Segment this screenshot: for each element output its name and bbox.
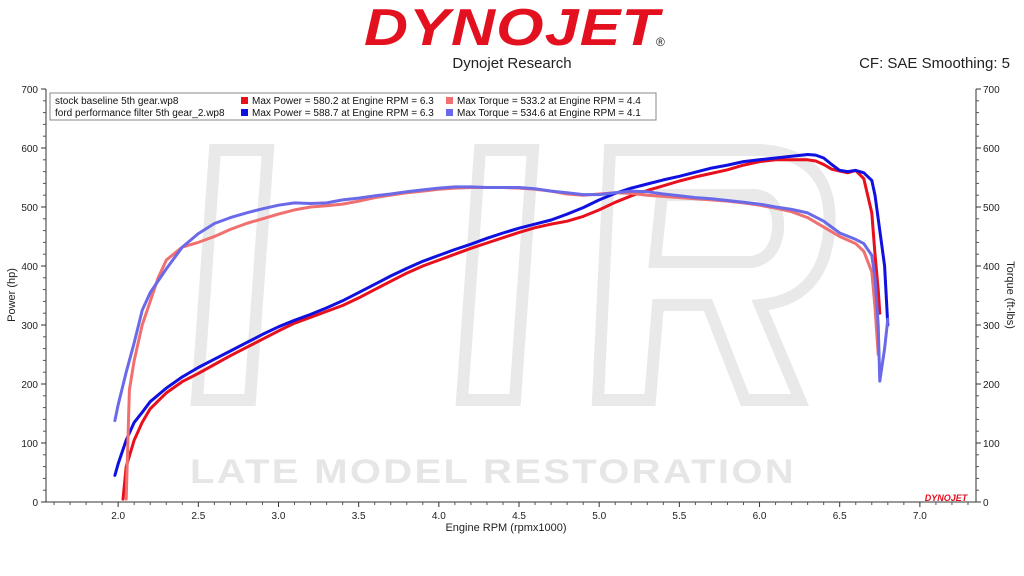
dynojet-logo-text: DYNOJET	[364, 0, 664, 50]
legend-max-power-stock: Max Power = 580.2 at Engine RPM = 6.3	[252, 96, 434, 107]
legend-max-torque-filter: Max Torque = 534.6 at Engine RPM = 4.1	[457, 108, 641, 119]
series-layer	[113, 153, 890, 501]
y-left-tick-label: 100	[21, 439, 38, 450]
legend-max-torque-stock: Max Torque = 533.2 at Engine RPM = 4.4	[457, 96, 641, 107]
series-line-power-0	[121, 158, 882, 501]
x-tick-label: 7.0	[913, 511, 927, 522]
x-axis-label: Engine RPM (rpmx1000)	[445, 522, 566, 534]
y-left-tick-label: 300	[21, 321, 38, 332]
x-tick-label: 4.5	[512, 511, 526, 522]
x-tick-label: 6.5	[833, 511, 847, 522]
subtitle: Dynojet Research	[452, 55, 572, 72]
x-tick-label: 4.0	[432, 511, 446, 522]
y-right-tick-label: 500	[983, 203, 1000, 214]
watermark-text: LATE MODEL RESTORATION	[190, 453, 796, 491]
y-left-tick-label: 200	[21, 380, 38, 391]
legend: stock baseline 5th gear.wp8 Max Power = …	[49, 92, 657, 121]
x-axis-minor-ticks	[53, 502, 969, 505]
legend-file-stock: stock baseline 5th gear.wp8	[55, 96, 179, 107]
x-tick-label: 2.0	[111, 511, 125, 522]
y-right-tick-label: 0	[983, 498, 989, 509]
dynojet-logo: DYNOJET ®	[364, 0, 665, 50]
x-tick-label: 5.0	[592, 511, 606, 522]
x-tick-label: 2.5	[191, 511, 205, 522]
y-right-tick-label: 700	[983, 85, 1000, 96]
x-tick-label: 3.5	[352, 511, 366, 522]
y-right-tick-label: 600	[983, 144, 1000, 155]
legend-box	[49, 92, 657, 121]
y-axis-left-label: Power (hp)	[6, 268, 18, 322]
x-tick-label: 3.0	[272, 511, 286, 522]
y-left-tick-label: 500	[21, 203, 38, 214]
x-tick-label: 5.5	[672, 511, 686, 522]
y-right-tick-label: 200	[983, 380, 1000, 391]
y-left-tick-label: 700	[21, 85, 38, 96]
legend-swatch-stock-power	[241, 97, 248, 104]
dynojet-mini-logo: DYNOJET	[925, 493, 969, 503]
legend-swatch-filter-torque	[446, 109, 453, 116]
legend-swatch-stock-torque	[446, 97, 453, 104]
y-axis-left-ticks: 0 100 200 300 400 500 600 700	[21, 85, 46, 509]
y-left-tick-label: 400	[21, 262, 38, 273]
y-right-tick-label: 300	[983, 321, 1000, 332]
watermark: LATE MODEL RESTORATION	[190, 144, 836, 491]
legend-swatch-filter-power	[241, 109, 248, 116]
y-left-tick-label: 0	[32, 498, 38, 509]
y-right-tick-label: 400	[983, 262, 1000, 273]
series-line-torque-3	[113, 185, 890, 423]
series-line-power-1	[113, 153, 890, 477]
y-axis-right-label: Torque (ft-lbs)	[1004, 261, 1016, 329]
registered-mark: ®	[656, 35, 665, 49]
y-left-tick-label: 600	[21, 144, 38, 155]
x-tick-label: 6.0	[753, 511, 767, 522]
watermark-logo-shape	[190, 144, 836, 406]
x-axis-ticks: 2.0 2.5 3.0 3.5 4.0 4.5 5.0 5.5 6.0 6.5 7.0	[111, 502, 927, 522]
legend-max-power-filter: Max Power = 588.7 at Engine RPM = 6.3	[252, 108, 434, 119]
legend-file-filter: ford performance filter 5th gear_2.wp8	[55, 108, 225, 119]
y-right-tick-label: 100	[983, 439, 1000, 450]
cf-smoothing-info: CF: SAE Smoothing: 5	[859, 55, 1010, 72]
y-axis-right-ticks: 0 100 200 300 400 500 600 700	[976, 85, 1000, 509]
